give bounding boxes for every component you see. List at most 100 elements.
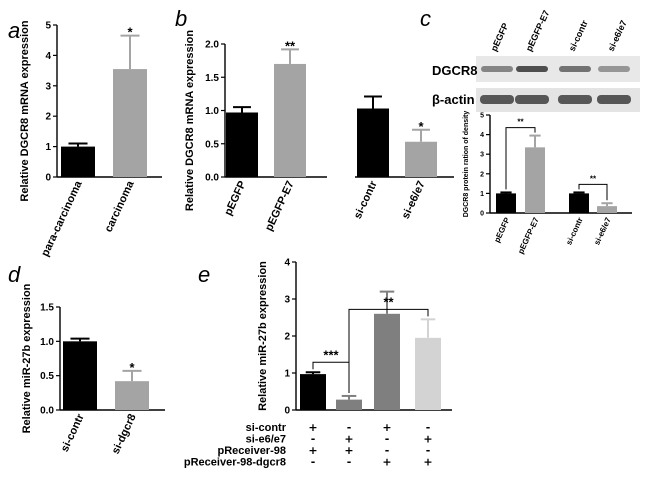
condition-label-1: si-e6/e7 bbox=[246, 434, 286, 446]
condition-mark-0-3: - bbox=[426, 421, 431, 434]
bar-c-2 bbox=[569, 193, 589, 213]
y-tick-label-c: 5 bbox=[480, 112, 484, 119]
y-tick-label-c: 2 bbox=[480, 171, 484, 178]
panel-label-a: a bbox=[8, 18, 20, 43]
category-label-c-3: si-e6/e7 bbox=[592, 216, 613, 247]
y-tick-label-e: 3 bbox=[284, 295, 290, 306]
blot-row-label-actin: β-actin bbox=[432, 92, 475, 107]
bar-b1-0 bbox=[226, 112, 258, 177]
band-dgcr8-3 bbox=[598, 66, 630, 72]
condition-mark-2-0: + bbox=[308, 444, 317, 457]
y-tick-label-b1: 1.5 bbox=[205, 73, 219, 84]
category-label-c-1: pEGFP-E7 bbox=[516, 216, 541, 256]
blot-row-label-dgcr8: DGCR8 bbox=[432, 63, 478, 78]
category-label-b1-1: pEGFP-E7 bbox=[263, 179, 297, 233]
category-label-a-1: carcinoma bbox=[103, 178, 138, 234]
y-tick-label-a: 1 bbox=[45, 142, 51, 153]
bracket-label-c-1: ** bbox=[590, 174, 597, 183]
bar-a-0 bbox=[61, 146, 95, 177]
band-dgcr8-1 bbox=[516, 66, 548, 72]
bracket-label-e-1: ** bbox=[383, 294, 394, 309]
chart-d: 0.0 0.5 1.0 1.5 Relative miR-27b expression s… bbox=[21, 283, 165, 456]
y-tick-label-c: 3 bbox=[480, 152, 484, 159]
y-tick-label-d: 0.5 bbox=[40, 371, 54, 382]
significance-b1-1: ** bbox=[285, 38, 296, 53]
bracket-c-0 bbox=[505, 127, 536, 190]
y-tick-label-e: 2 bbox=[284, 332, 290, 343]
chart-c: 0 1 2 3 4 5 DGCR8 protein ration of density pEG… bbox=[463, 111, 632, 256]
condition-label-3: pReceiver-98-dgcr8 bbox=[184, 457, 286, 469]
y-axis-label-c: DGCR8 protein ration of density bbox=[463, 111, 470, 218]
bar-b1-1 bbox=[274, 63, 306, 178]
bar-c-3 bbox=[597, 206, 617, 213]
bracket-label-c-0: ** bbox=[517, 118, 524, 127]
category-label-a-0: para-carcinoma bbox=[39, 178, 85, 258]
band-dgcr8-2 bbox=[559, 66, 591, 72]
band-actin-1 bbox=[515, 95, 549, 104]
y-axis-label-a: Relative DGCR8 mRNA expression bbox=[19, 20, 31, 201]
y-tick-label-a: 0 bbox=[45, 173, 51, 184]
significance-a-1: * bbox=[127, 25, 133, 40]
condition-mark-0-2: + bbox=[382, 421, 391, 434]
significance-b2-1: * bbox=[418, 119, 424, 134]
y-tick-label-e: 1 bbox=[284, 369, 290, 380]
y-tick-label-b1: 0.5 bbox=[205, 139, 219, 150]
blot-lane-label-2: si-contr bbox=[567, 18, 590, 53]
y-tick-label-a: 2 bbox=[45, 112, 51, 123]
bar-b2-1 bbox=[405, 141, 437, 177]
y-tick-label-e: 0 bbox=[284, 406, 290, 417]
band-actin-3 bbox=[597, 95, 631, 104]
panel-label-e: e bbox=[198, 262, 210, 287]
condition-mark-3-3: + bbox=[423, 456, 432, 469]
western-blot: DGCR8 β-actin pEGFP pEGFP-E7 si-contr si-e6… bbox=[432, 9, 640, 112]
bracket-c-1 bbox=[578, 183, 608, 201]
category-label-d-0: si-contr bbox=[59, 412, 87, 454]
bracket-e-1 bbox=[348, 308, 429, 393]
y-tick-label-a: 4 bbox=[45, 51, 51, 62]
category-label-b2-0: si-contr bbox=[352, 179, 380, 221]
panel-label-d: d bbox=[8, 262, 21, 287]
category-label-c-0: pEGFP bbox=[492, 215, 512, 244]
y-tick-label-d: 1.0 bbox=[40, 337, 54, 348]
band-actin-2 bbox=[558, 95, 592, 104]
bar-d-0 bbox=[63, 341, 97, 410]
y-tick-label-c: 0 bbox=[480, 210, 484, 217]
panel-label-b: b bbox=[175, 6, 187, 31]
band-actin-0 bbox=[480, 95, 514, 104]
condition-mark-2-3: - bbox=[426, 444, 431, 457]
bar-a-1 bbox=[113, 69, 147, 177]
y-tick-label-d: 0.0 bbox=[40, 406, 54, 417]
significance-d-1: * bbox=[129, 360, 135, 375]
bar-e-1 bbox=[336, 399, 362, 410]
bracket-label-e-0: *** bbox=[323, 347, 339, 362]
condition-label-2: pReceiver-98 bbox=[218, 445, 287, 457]
category-label-d-1: si-dgcr8 bbox=[110, 412, 139, 456]
category-label-b2-1: si-e6/e7 bbox=[400, 179, 428, 221]
bar-e-3 bbox=[415, 337, 441, 410]
condition-mark-2-2: - bbox=[385, 444, 390, 457]
condition-mark-1-0: - bbox=[311, 433, 316, 446]
y-tick-label-a: 3 bbox=[45, 81, 51, 92]
blot-lane-label-1: pEGFP-E7 bbox=[524, 9, 552, 53]
category-label-c-2: si-contr bbox=[564, 216, 585, 246]
bar-e-2 bbox=[374, 313, 400, 410]
blot-lane-label-0: pEGFP bbox=[489, 21, 511, 52]
condition-mark-1-3: + bbox=[423, 433, 432, 446]
y-axis-label-b1: Relative DGCR8 mRNA expression bbox=[184, 30, 196, 211]
condition-mark-3-0: - bbox=[311, 456, 316, 469]
condition-mark-1-1: + bbox=[344, 433, 353, 446]
condition-mark-3-2: + bbox=[382, 456, 391, 469]
bar-c-0 bbox=[496, 193, 516, 213]
chart-a: 0 1 2 3 4 5 Relative DGCR8 mRNA expression para… bbox=[19, 20, 162, 259]
condition-mark-2-1: + bbox=[344, 444, 353, 457]
chart-b1: 0.0 0.5 1.0 1.5 2.0 Relative DGCR8 mRNA expre… bbox=[184, 30, 327, 233]
bar-e-0 bbox=[300, 374, 326, 410]
chart-b2: si-contr * si-e6/e7 bbox=[352, 95, 454, 221]
y-tick-label-a: 5 bbox=[45, 21, 51, 32]
y-axis-label-d: Relative miR-27b expression bbox=[21, 283, 33, 433]
condition-mark-3-1: - bbox=[347, 456, 352, 469]
bar-c-1 bbox=[525, 147, 545, 213]
condition-mark-0-0: + bbox=[308, 421, 317, 434]
